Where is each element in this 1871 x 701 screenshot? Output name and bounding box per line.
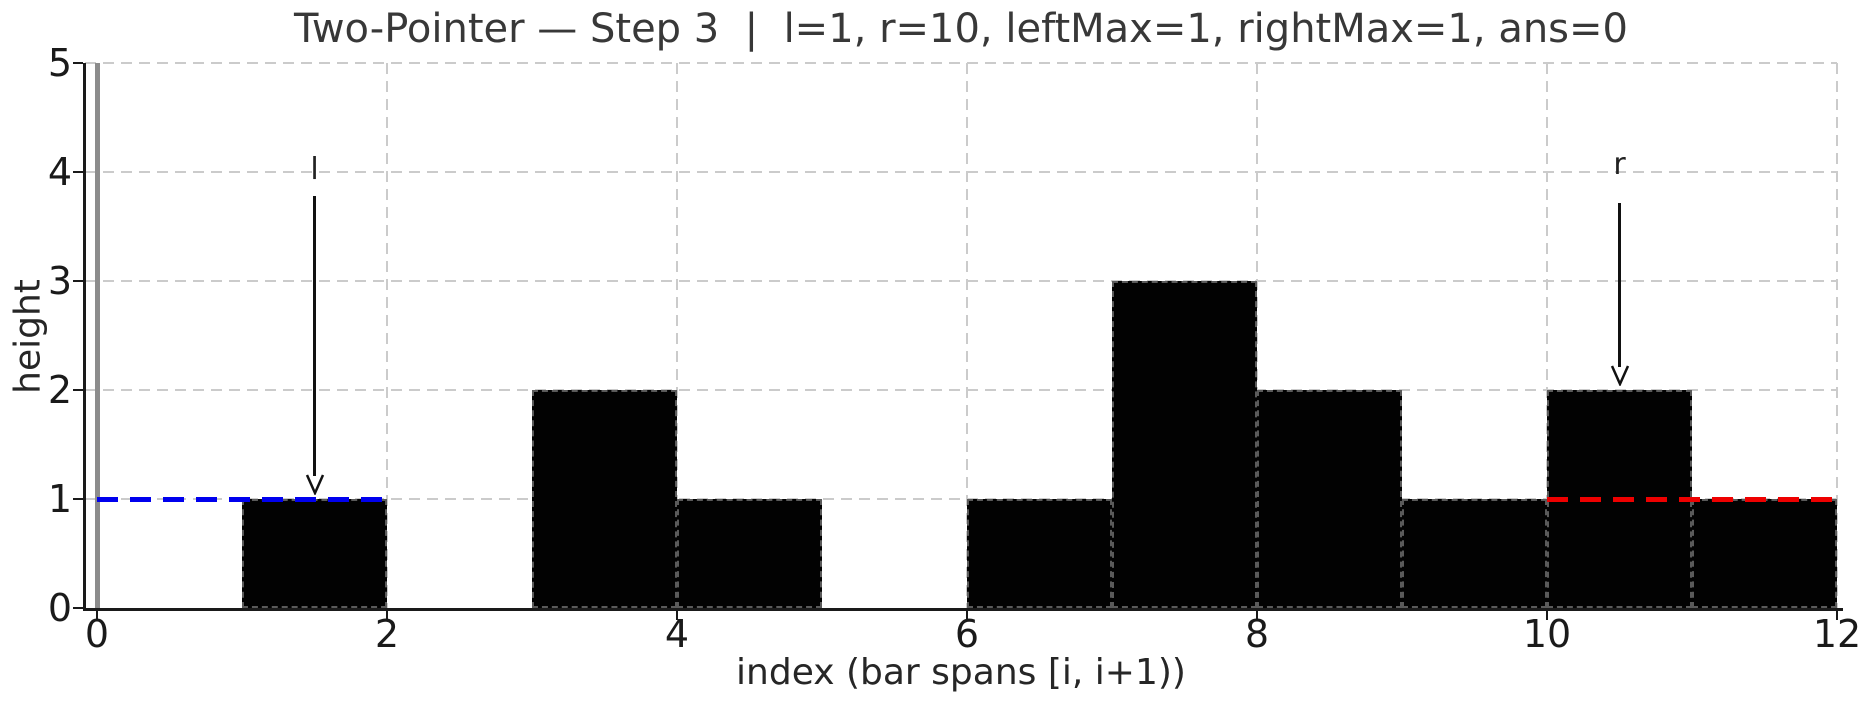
bar-index-3 — [532, 390, 677, 608]
y-tick — [73, 170, 83, 174]
wall-line — [94, 63, 100, 608]
bar-index-8 — [1257, 390, 1402, 608]
pointer-arrowhead-l — [305, 474, 324, 495]
x-tick-label: 10 — [1522, 612, 1572, 656]
y-tick — [73, 61, 83, 65]
x-tick-label: 6 — [954, 612, 980, 656]
v-gridline — [1256, 63, 1258, 608]
v-gridline — [676, 63, 678, 608]
x-tick — [965, 611, 969, 620]
pointer-arrow-l — [313, 195, 316, 476]
x-tick — [95, 611, 99, 620]
y-tick-label: 2 — [47, 368, 72, 412]
y-tick-label: 3 — [47, 259, 72, 303]
chart-title: Two-Pointer — Step 3 | l=1, r=10, leftMa… — [294, 6, 1628, 52]
y-axis-spine — [83, 63, 86, 610]
bar-index-11 — [1692, 499, 1837, 608]
pointer-arrow-r — [1618, 202, 1621, 367]
pointer-label-l: l — [310, 152, 319, 187]
h-gridline — [85, 389, 1837, 391]
y-tick-label: 0 — [47, 586, 72, 630]
y-tick — [73, 606, 83, 610]
y-tick-label: 5 — [47, 41, 72, 85]
v-gridline — [386, 63, 388, 608]
x-axis-label: index (bar spans [i, i+1)) — [736, 652, 1186, 693]
x-tick-label: 12 — [1812, 612, 1862, 656]
x-tick — [1255, 611, 1259, 620]
x-axis-spine — [83, 608, 1843, 611]
bar-index-7 — [1112, 281, 1257, 608]
left-max-line — [97, 496, 387, 502]
y-tick — [73, 279, 83, 283]
v-gridline — [1546, 63, 1548, 608]
h-gridline — [85, 171, 1837, 173]
x-tick — [385, 611, 389, 620]
bar-index-6 — [967, 499, 1112, 608]
v-gridline — [966, 63, 968, 608]
y-tick — [73, 497, 83, 501]
y-tick-label: 1 — [47, 477, 72, 521]
h-gridline — [85, 280, 1837, 282]
x-tick-label: 2 — [374, 612, 400, 656]
x-tick — [1835, 611, 1839, 620]
x-tick-label: 0 — [84, 612, 110, 656]
x-tick-label: 4 — [664, 612, 690, 656]
x-tick — [675, 611, 679, 620]
pointer-label-r: r — [1613, 146, 1626, 182]
bar-index-1 — [242, 499, 387, 608]
h-gridline — [85, 498, 1837, 500]
v-gridline — [1836, 63, 1838, 608]
h-gridline — [85, 62, 1837, 64]
y-tick — [73, 388, 83, 392]
y-tick-label: 4 — [47, 150, 72, 194]
bar-index-9 — [1402, 499, 1547, 608]
pointer-arrowhead-r — [1610, 365, 1629, 386]
bar-index-4 — [677, 499, 822, 608]
x-tick-label: 8 — [1244, 612, 1270, 656]
right-max-line — [1547, 496, 1837, 502]
x-tick — [1545, 611, 1549, 620]
